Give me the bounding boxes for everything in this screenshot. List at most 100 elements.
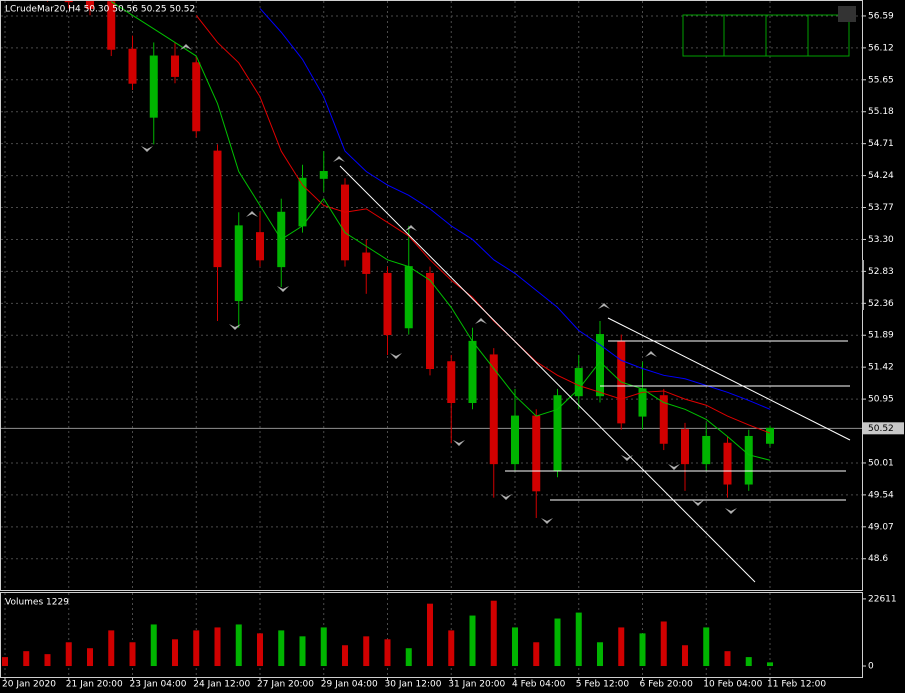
y-tick-label: 56.12 bbox=[868, 43, 894, 53]
candle-body bbox=[86, 1, 94, 9]
candle-body bbox=[489, 354, 498, 465]
drawing-objects bbox=[339, 165, 851, 583]
volume-tick-label: 0 bbox=[868, 662, 874, 672]
moving-average bbox=[259, 8, 771, 410]
x-tick-label: 20 Jan 2020 bbox=[2, 680, 56, 690]
scroll-marker bbox=[862, 260, 864, 310]
volume-bar bbox=[320, 627, 327, 667]
candle-body bbox=[149, 55, 158, 118]
x-tick-label: 30 Jan 12:00 bbox=[385, 680, 442, 690]
volume-title: Volumes 1229 bbox=[5, 598, 69, 608]
x-tick-label: 6 Feb 20:00 bbox=[640, 680, 694, 690]
volume-bar bbox=[682, 645, 688, 667]
candle-body bbox=[192, 62, 201, 132]
volume-bar bbox=[108, 630, 115, 667]
y-tick-label: 50.01 bbox=[868, 458, 894, 468]
volume-bar bbox=[363, 636, 370, 667]
volume-bar bbox=[427, 603, 433, 667]
y-tick-label: 56.59 bbox=[868, 11, 894, 21]
y-tick-label: 53.30 bbox=[868, 235, 894, 245]
volume-bar bbox=[405, 648, 412, 667]
candle-body bbox=[511, 415, 519, 465]
volume-frame bbox=[0, 592, 863, 678]
volume-bar bbox=[299, 636, 306, 667]
x-tick-label: 24 Jan 12:00 bbox=[193, 680, 250, 690]
moving-average bbox=[110, 1, 771, 461]
current-price-label: 50.52 bbox=[868, 424, 894, 434]
candle-body bbox=[702, 435, 711, 465]
candle-body bbox=[659, 395, 668, 444]
x-tick-label: 31 Jan 20:00 bbox=[448, 680, 505, 690]
volume-bar bbox=[150, 624, 157, 667]
volume-tick-label: 22611 bbox=[868, 594, 897, 604]
volume-bar bbox=[23, 651, 30, 667]
volume-bar bbox=[65, 642, 72, 667]
x-tick-label: 29 Jan 04:00 bbox=[321, 680, 378, 690]
x-tick-label: 21 Jan 20:00 bbox=[66, 680, 123, 690]
candle-body bbox=[532, 415, 541, 492]
candle-body bbox=[341, 184, 349, 261]
volume-bar bbox=[597, 642, 603, 667]
y-tick-label: 52.83 bbox=[868, 267, 894, 277]
candle-body bbox=[213, 150, 222, 268]
x-tick-label: 5 Feb 12:00 bbox=[576, 680, 630, 690]
chart-title: LCrudeMar20,H4 50.30 50.56 50.25 50.52 bbox=[5, 5, 195, 15]
candle-body bbox=[426, 272, 434, 370]
candle-body bbox=[744, 435, 753, 485]
volume-bar bbox=[214, 627, 221, 667]
volume-bar bbox=[172, 639, 178, 667]
volume-bar bbox=[767, 662, 773, 667]
candle-body bbox=[107, 1, 116, 50]
x-tick-label: 23 Jan 04:00 bbox=[130, 680, 187, 690]
x-tick-label: 10 Feb 04:00 bbox=[703, 680, 762, 690]
candle-body bbox=[319, 171, 328, 179]
volume-bar bbox=[384, 639, 391, 667]
candle-body bbox=[468, 340, 477, 403]
candle-body bbox=[553, 395, 562, 471]
volume-bar bbox=[235, 624, 242, 667]
volume-bar bbox=[618, 627, 625, 667]
candle-body bbox=[447, 361, 456, 403]
candle-body bbox=[64, 1, 73, 3]
volume-bar bbox=[44, 654, 51, 667]
candle-body bbox=[404, 266, 413, 329]
mini-panel bbox=[682, 14, 850, 57]
volume-bar bbox=[469, 615, 476, 667]
x-tick-label: 4 Feb 04:00 bbox=[512, 680, 566, 690]
volume-bar bbox=[193, 630, 200, 667]
icon bbox=[838, 6, 856, 22]
volume-bar bbox=[512, 627, 518, 667]
volume-bar bbox=[129, 642, 136, 667]
volume-bar bbox=[533, 642, 540, 667]
volume-bar bbox=[87, 648, 93, 667]
fractal-arrows bbox=[141, 44, 737, 524]
candle-body bbox=[171, 55, 179, 77]
volume-bar bbox=[554, 618, 561, 667]
x-tick-label: 11 Feb 12:00 bbox=[767, 680, 826, 690]
candle-body bbox=[574, 368, 583, 397]
volume-bar bbox=[745, 657, 752, 667]
volume-bar bbox=[257, 633, 263, 667]
y-tick-label: 51.89 bbox=[868, 331, 894, 341]
volume-bar bbox=[448, 630, 455, 667]
volume-bar bbox=[660, 621, 667, 667]
current-price-box bbox=[863, 422, 904, 435]
volume-bar bbox=[639, 633, 646, 667]
candle-body bbox=[766, 427, 774, 444]
volume-bar bbox=[278, 630, 285, 667]
candle-body bbox=[234, 225, 243, 302]
y-tick-label: 51.42 bbox=[868, 363, 894, 373]
candle-body bbox=[128, 48, 137, 84]
y-tick-label: 54.71 bbox=[868, 139, 894, 149]
candle-body bbox=[723, 442, 732, 485]
candle-body bbox=[681, 429, 689, 465]
candle-body bbox=[362, 252, 371, 274]
volume-bar bbox=[490, 600, 497, 667]
y-tick-label: 52.36 bbox=[868, 299, 894, 309]
volume-bar bbox=[2, 657, 8, 667]
candle-body bbox=[256, 232, 264, 261]
y-tick-label: 49.07 bbox=[868, 522, 894, 532]
y-tick-label: 55.65 bbox=[868, 75, 894, 85]
